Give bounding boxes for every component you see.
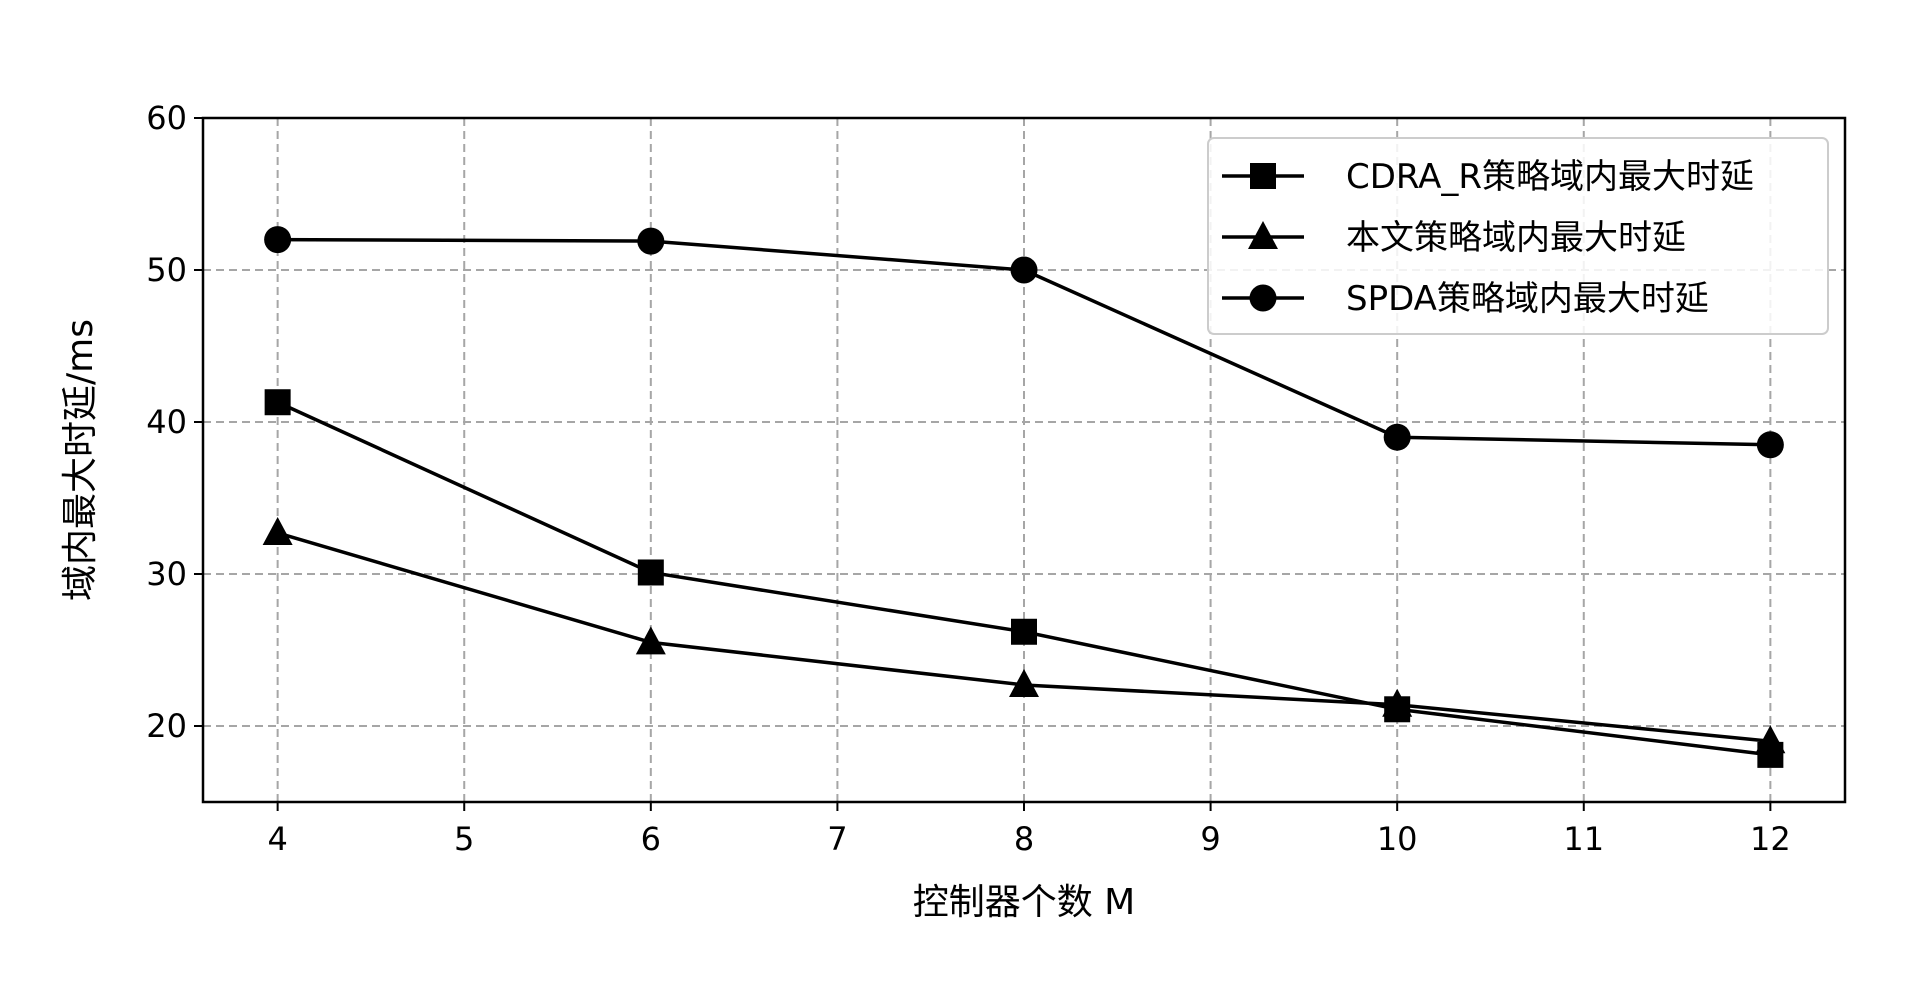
legend-marker-circle	[1249, 284, 1277, 312]
y-tick-label: 20	[146, 707, 187, 745]
axis-ticks: 4 5 6 7 8 9 10 11 12 20 30 40 50 60	[146, 99, 1790, 858]
data-point-triangle	[1755, 725, 1786, 754]
data-point-triangle	[635, 626, 666, 655]
legend-label: 本文策略域内最大时延	[1346, 218, 1686, 258]
data-point-circle	[1383, 423, 1411, 451]
x-tick-label: 8	[1014, 820, 1034, 858]
grid-lines	[203, 117, 1845, 802]
data-point-triangle	[262, 516, 293, 545]
x-tick-label: 5	[454, 820, 474, 858]
x-tick-label: 4	[267, 820, 287, 858]
data-point-circle	[637, 227, 665, 255]
y-tick-label: 50	[146, 251, 187, 289]
x-tick-label: 11	[1563, 820, 1604, 858]
data-point-square	[637, 559, 664, 586]
legend-marker-triangle	[1248, 221, 1278, 249]
y-axis-title: 域内最大时延/ms	[60, 319, 101, 601]
x-tick-label: 9	[1200, 820, 1220, 858]
series-triangle	[262, 516, 1786, 754]
y-tick-label: 60	[146, 99, 187, 137]
series-circle	[264, 226, 1784, 459]
y-tick-label: 40	[146, 403, 187, 441]
x-tick-label: 7	[827, 820, 847, 858]
x-tick-label: 6	[641, 820, 661, 858]
data-point-circle	[1756, 431, 1784, 459]
data-point-triangle	[1382, 688, 1413, 717]
data-point-square	[264, 389, 291, 416]
data-point-square	[1011, 618, 1037, 645]
x-tick-label: 12	[1750, 820, 1791, 858]
x-tick-label: 10	[1377, 820, 1418, 858]
legend-label: CDRA_R策略域内最大时延	[1346, 157, 1754, 197]
legend-marker-square	[1250, 163, 1276, 189]
data-point-circle	[264, 226, 292, 254]
legend-box	[1207, 137, 1829, 335]
data-series	[262, 226, 1786, 768]
y-tick-label: 30	[146, 555, 187, 593]
legend-label: SPDA策略域内最大时延	[1346, 279, 1709, 319]
x-axis-title: 控制器个数 M	[913, 882, 1136, 923]
data-point-circle	[1010, 256, 1038, 284]
data-point-triangle	[1009, 668, 1039, 697]
